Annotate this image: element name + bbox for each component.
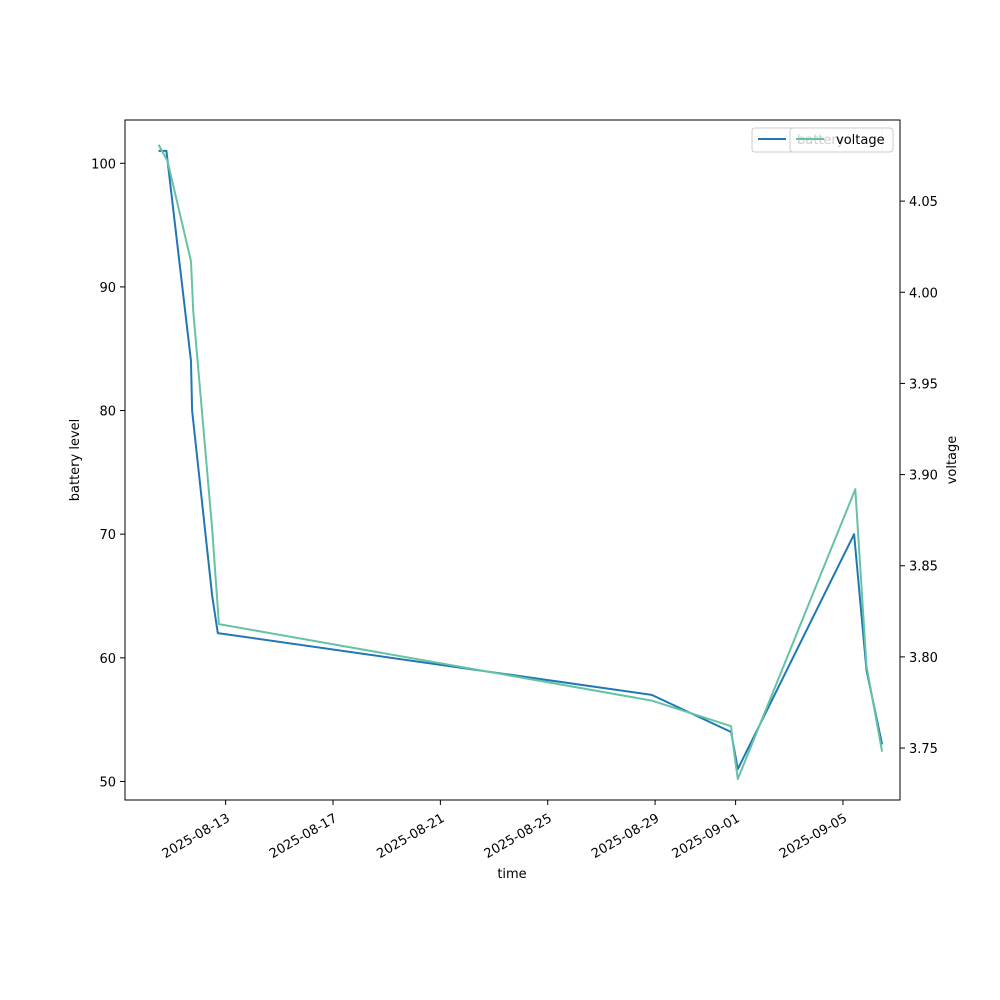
right-y-tick-label: 3.80	[909, 651, 938, 666]
series-line-voltage	[157, 144, 884, 780]
right-y-tick-label: 3.75	[909, 742, 938, 757]
right-y-tick-label: 4.00	[909, 286, 938, 301]
left-y-tick-label: 70	[99, 528, 116, 543]
series-layer	[157, 144, 884, 780]
right-y-tick-label: 3.95	[909, 377, 938, 392]
x-axis-label: time	[497, 867, 526, 882]
left-y-tick-label: 80	[99, 405, 116, 420]
left-y-tick-label: 50	[99, 775, 116, 790]
plot-frame	[124, 119, 901, 801]
left-y-tick-label: 60	[99, 652, 116, 667]
legend-right: voltage	[789, 127, 894, 153]
right-y-axis: 3.75 3.80 3.85 3.90 3.95 4.00 4.05	[900, 195, 938, 757]
left-y-tick-label: 90	[99, 281, 116, 296]
left-y-tick-label: 100	[91, 157, 116, 172]
left-y-axis-label: battery level	[68, 419, 83, 502]
series-line-battery	[158, 149, 884, 771]
right-y-tick-label: 3.90	[909, 469, 938, 484]
right-y-tick-label: 3.85	[909, 560, 938, 575]
right-y-tick-label: 4.05	[909, 195, 938, 210]
legend-right-label: voltage	[836, 133, 885, 148]
right-y-axis-label: voltage	[945, 436, 960, 485]
left-y-axis: 50 60 70 80 90 100	[91, 157, 125, 790]
legend-right-box	[789, 127, 894, 153]
